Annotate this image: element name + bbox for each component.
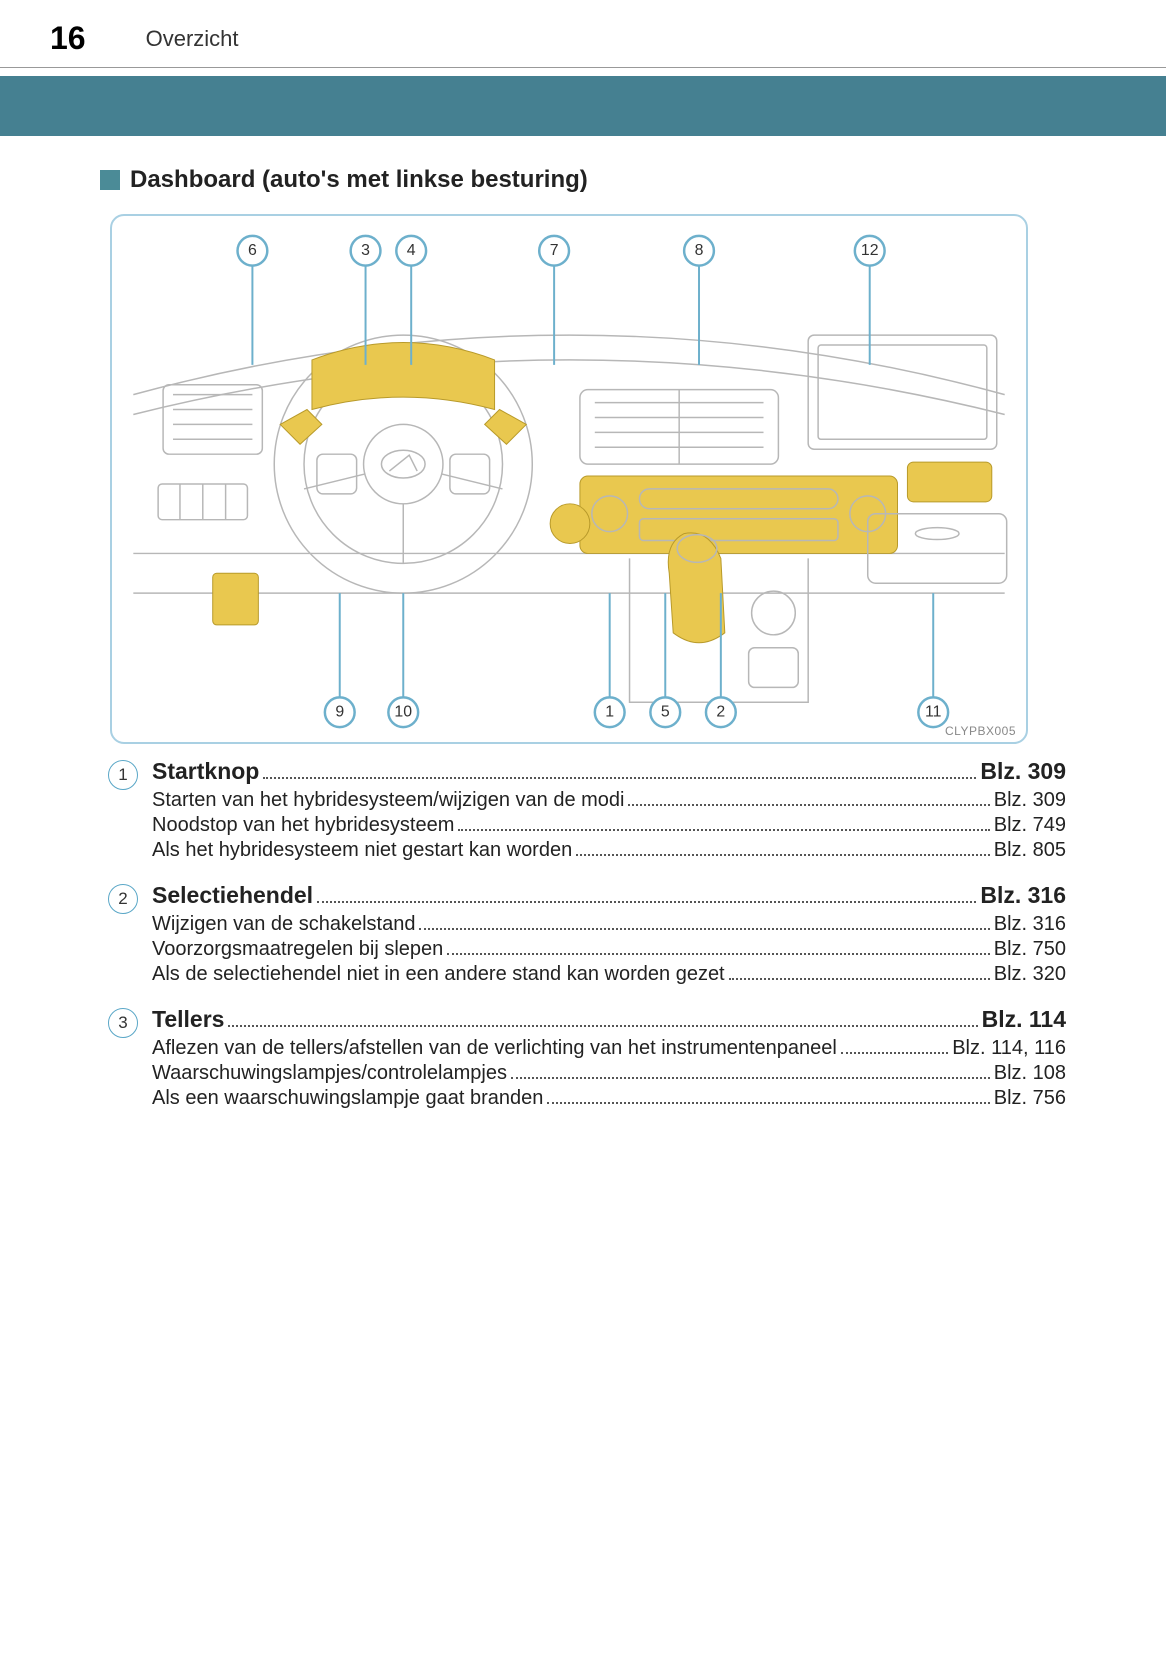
toc-item: 1 Startknop Blz. 309 Starten van het hybrid… — [108, 758, 1066, 864]
toc-sub-line: Starten van het hybridesysteem/wijzigen … — [152, 789, 1066, 812]
toc-item: 2SelectiehendelBlz. 316Wijzigen van de s… — [108, 882, 1066, 988]
toc-sub-line: Noodstop van het hybridesysteem Blz. 749 — [152, 814, 1066, 837]
svg-text:1: 1 — [605, 704, 614, 721]
numbered-circle-icon: 2 — [108, 884, 138, 914]
toc-sub-page: Blz. 108 — [994, 1062, 1066, 1085]
toc-main-page: Blz. 114 — [982, 1006, 1066, 1033]
toc-sub-page: Blz. 805 — [994, 839, 1066, 862]
leader-dots — [576, 854, 990, 856]
toc-sub-label: Als een waarschuwingslampje gaat branden — [152, 1087, 543, 1110]
toc-sub-line: Voorzorgsmaatregelen bij slepen Blz. 750 — [152, 938, 1066, 961]
toc-sub-line: Waarschuwingslampjes/controlelampjes Blz.… — [152, 1062, 1066, 1085]
leader-dots — [729, 978, 990, 980]
toc-sub-label: Voorzorgsmaatregelen bij slepen — [152, 938, 443, 961]
dashboard-diagram: .ln { stroke:#b7b7b7; stroke-width:1.5; … — [110, 214, 1028, 744]
toc-sub-page: Blz. 750 — [994, 938, 1066, 961]
toc-sub-line: Wijzigen van de schakelstand Blz. 316 — [152, 913, 1066, 936]
svg-text:9: 9 — [335, 704, 344, 721]
toc-sub-page: Blz. 749 — [994, 814, 1066, 837]
toc-sub-line: Als de selectiehendel niet in een andere… — [152, 963, 1066, 986]
svg-text:8: 8 — [695, 242, 704, 259]
image-code: CLYPBX005 — [945, 724, 1016, 738]
toc-sub-page: Blz. 320 — [994, 963, 1066, 986]
toc-sub-label: Noodstop van het hybridesysteem — [152, 814, 454, 837]
leader-dots — [263, 777, 976, 779]
section-heading: Dashboard (auto's met linkse besturing) — [100, 166, 1066, 194]
numbered-circle-icon: 1 — [108, 760, 138, 790]
toc-sub-label: Starten van het hybridesysteem/wijzigen … — [152, 789, 624, 812]
svg-text:12: 12 — [861, 242, 879, 259]
toc-sub-page: Blz. 316 — [994, 913, 1066, 936]
toc-sub-page: Blz. 114, 116 — [952, 1037, 1066, 1060]
toc-sub-label: Als de selectiehendel niet in een andere… — [152, 963, 725, 986]
toc-sub-line: Als het hybridesysteem niet gestart kan … — [152, 839, 1066, 862]
leader-dots — [228, 1025, 977, 1027]
chapter-title: Overzicht — [146, 26, 239, 52]
toc-main-page: Blz. 309 — [980, 758, 1066, 785]
toc-main-line: Startknop Blz. 309 — [152, 758, 1066, 785]
toc-sub-label: Wijzigen van de schakelstand — [152, 913, 415, 936]
svg-text:2: 2 — [716, 704, 725, 721]
leader-dots — [511, 1077, 990, 1079]
leader-dots — [628, 804, 989, 806]
square-bullet-icon — [100, 170, 120, 190]
section-title: Dashboard (auto's met linkse besturing) — [130, 166, 588, 194]
leader-dots — [547, 1102, 989, 1104]
svg-text:7: 7 — [550, 242, 559, 259]
dashboard-svg: .ln { stroke:#b7b7b7; stroke-width:1.5; … — [112, 216, 1026, 742]
leader-dots — [841, 1052, 948, 1054]
leader-dots — [419, 928, 989, 930]
toc-main-page: Blz. 316 — [980, 882, 1066, 909]
svg-text:4: 4 — [407, 242, 416, 259]
toc-main-line: Tellers Blz. 114 — [152, 1006, 1066, 1033]
toc-sub-label: Als het hybridesysteem niet gestart kan … — [152, 839, 572, 862]
leader-dots — [317, 901, 976, 903]
svg-text:10: 10 — [394, 704, 412, 721]
page-header: 16 Overzicht — [0, 0, 1166, 68]
header-band — [0, 76, 1166, 136]
leader-dots — [447, 953, 989, 955]
toc-sub-line: Aflezen van de tellers/afstellen van de … — [152, 1037, 1066, 1060]
toc-item: 3 Tellers Blz. 114 Aflezen van de tellers/a… — [108, 1006, 1066, 1112]
toc-main-label: Startknop — [152, 758, 259, 785]
page-number: 16 — [50, 20, 86, 57]
svg-text:3: 3 — [361, 242, 370, 259]
toc-sub-label: Waarschuwingslampjes/controlelampjes — [152, 1062, 507, 1085]
svg-text:6: 6 — [248, 242, 257, 259]
toc-sub-label: Aflezen van de tellers/afstellen van de … — [152, 1037, 837, 1060]
svg-text:11: 11 — [925, 704, 942, 721]
toc-main-label: Tellers — [152, 1006, 224, 1033]
leader-dots — [458, 829, 989, 831]
toc-sub-line: Als een waarschuwingslampje gaat branden… — [152, 1087, 1066, 1110]
toc-main-line: Selectiehendel Blz. 316 — [152, 882, 1066, 909]
svg-text:5: 5 — [661, 704, 670, 721]
toc-sub-page: Blz. 309 — [994, 789, 1066, 812]
toc-list: 1 Startknop Blz. 309 Starten van het hybrid… — [100, 758, 1066, 1112]
numbered-circle-icon: 3 — [108, 1008, 138, 1038]
toc-main-label: Selectiehendel — [152, 882, 313, 909]
toc-sub-page: Blz. 756 — [994, 1087, 1066, 1110]
